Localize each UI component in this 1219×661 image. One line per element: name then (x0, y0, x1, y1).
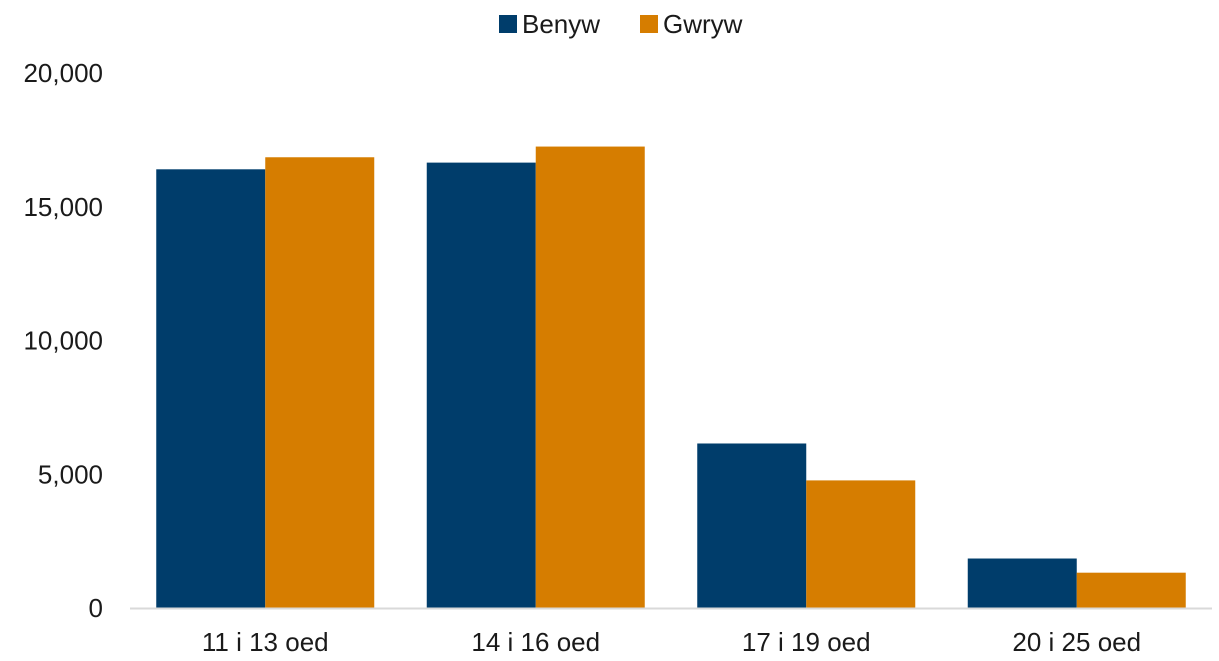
y-tick-label: 0 (89, 593, 103, 623)
legend-swatch-gwryw (640, 15, 658, 33)
bar-benyw-3 (697, 443, 807, 608)
legend: Benyw Gwryw (499, 9, 743, 39)
bar-gwryw-1 (265, 157, 375, 608)
x-tick-label: 11 i 13 oed (202, 627, 329, 657)
bar-benyw-1 (156, 169, 266, 609)
y-tick-label: 10,000 (23, 326, 103, 356)
bar-gwryw-2 (535, 146, 645, 608)
bar-benyw-2 (426, 162, 536, 609)
x-tick-label: 17 i 19 oed (742, 627, 871, 657)
bar-gwryw-3 (806, 480, 916, 608)
legend-swatch-benyw (499, 15, 517, 33)
bar-benyw-4 (967, 558, 1077, 608)
y-tick-label: 5,000 (38, 459, 103, 489)
y-tick-label: 15,000 (23, 192, 103, 222)
x-axis: 11 i 13 oed 14 i 16 oed 17 i 19 oed 20 i 25… (202, 627, 1141, 657)
x-tick-label: 14 i 16 oed (471, 627, 600, 657)
legend-label-gwryw: Gwryw (663, 9, 743, 39)
x-tick-label: 20 i 25 oed (1012, 627, 1141, 657)
y-axis: 0 5,000 10,000 15,000 20,000 (23, 58, 103, 623)
y-tick-label: 20,000 (23, 58, 103, 88)
bar-gwryw-4 (1076, 572, 1186, 608)
bars (156, 146, 1186, 609)
legend-label-benyw: Benyw (522, 9, 600, 39)
